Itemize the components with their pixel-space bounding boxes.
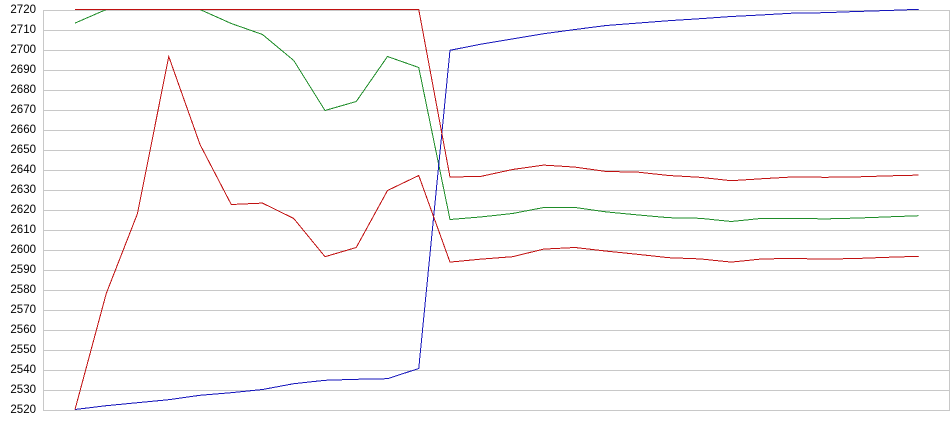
svg-text:2520: 2520 — [10, 404, 36, 416]
svg-text:2720: 2720 — [10, 4, 36, 16]
svg-text:2710: 2710 — [10, 24, 36, 36]
svg-text:2660: 2660 — [10, 124, 36, 136]
svg-text:2580: 2580 — [10, 284, 36, 296]
svg-text:2700: 2700 — [10, 44, 36, 56]
svg-text:2680: 2680 — [10, 84, 36, 96]
svg-text:2570: 2570 — [10, 304, 36, 316]
svg-text:2650: 2650 — [10, 144, 36, 156]
svg-text:2540: 2540 — [10, 364, 36, 376]
svg-text:2640: 2640 — [10, 164, 36, 176]
svg-text:2690: 2690 — [10, 64, 36, 76]
svg-text:2620: 2620 — [10, 204, 36, 216]
svg-text:2560: 2560 — [10, 324, 36, 336]
svg-text:2670: 2670 — [10, 104, 36, 116]
svg-text:2610: 2610 — [10, 224, 36, 236]
svg-text:2530: 2530 — [10, 384, 36, 396]
svg-text:2630: 2630 — [10, 184, 36, 196]
svg-text:2600: 2600 — [10, 244, 36, 256]
svg-text:2550: 2550 — [10, 344, 36, 356]
svg-text:2590: 2590 — [10, 264, 36, 276]
